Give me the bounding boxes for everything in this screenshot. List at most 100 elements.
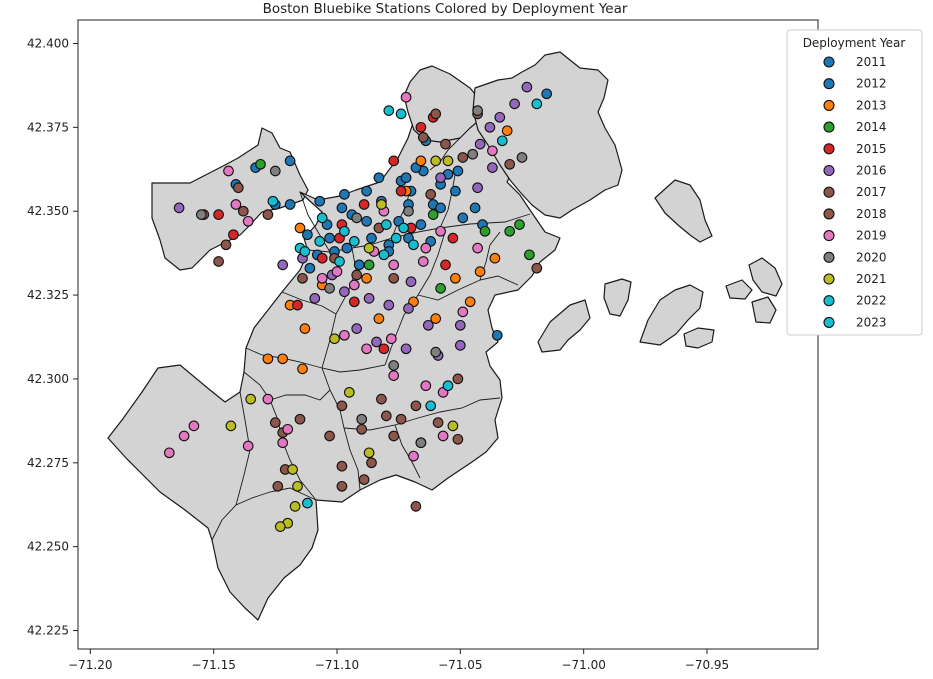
station-2015-13 (316, 252, 328, 264)
station-2015-15 (292, 299, 303, 311)
station-2015-1 (228, 229, 239, 241)
station-2023-6 (395, 108, 407, 120)
station-2012-11 (457, 212, 469, 224)
legend-marker-2021 (823, 273, 835, 285)
legend-marker-2013 (823, 99, 835, 111)
station-2022-6 (302, 497, 313, 509)
station-2013-11 (474, 266, 486, 277)
station-2012-2 (284, 199, 296, 210)
station-2016-20 (309, 293, 321, 304)
station-2018-12 (272, 480, 284, 492)
station-2013-9 (464, 296, 476, 308)
station-2016-1 (277, 259, 289, 271)
station-2022-10 (531, 98, 543, 110)
station-2011-18 (366, 232, 377, 244)
station-2012-6 (361, 185, 372, 197)
station-2017-13 (380, 410, 392, 422)
station-2016-2 (339, 286, 350, 298)
station-2015-8 (348, 296, 360, 308)
station-2019-27 (487, 145, 498, 157)
legend-marker-2011 (823, 56, 835, 68)
legend: Deployment Year 2011 2012 2013 2014 2015 2016… (786, 29, 923, 336)
station-2016-4 (383, 299, 395, 311)
station-2013-3 (297, 363, 308, 375)
legend-label-2017: 2017 (856, 185, 887, 199)
legend-marker-2014 (823, 121, 835, 133)
station-2022-1 (339, 225, 350, 237)
station-2012-17 (324, 232, 335, 244)
station-2019-15 (420, 242, 432, 254)
station-2021-13 (376, 199, 387, 210)
station-2021-14 (430, 155, 442, 167)
station-2017-5 (417, 132, 429, 143)
island-4 (603, 278, 632, 317)
station-2022-2 (380, 219, 392, 230)
station-2013-5 (373, 313, 385, 324)
station-2020-9 (516, 152, 528, 163)
station-2013-4 (361, 272, 372, 284)
station-2019-31 (437, 430, 449, 442)
station-2013-15 (294, 222, 306, 234)
x-tick-label: −71.00 (561, 658, 605, 672)
region-east-boston (472, 51, 623, 219)
station-2021-7 (343, 387, 355, 398)
legend-label-2015: 2015 (856, 142, 887, 156)
station-2017-22 (297, 272, 308, 284)
legend-marker-2022 (823, 295, 835, 307)
station-2022-9 (496, 135, 508, 147)
station-2012-18 (341, 242, 353, 254)
station-2016-13 (474, 138, 486, 150)
station-2020-2 (324, 283, 335, 294)
station-2021-1 (225, 420, 237, 432)
station-2012-20 (304, 262, 316, 274)
station-2019-8 (230, 199, 242, 210)
legend-marker-2017 (823, 186, 835, 198)
station-2019-1 (178, 430, 190, 442)
station-2019-25 (385, 333, 397, 345)
station-2013-17 (262, 353, 274, 365)
station-2017-21 (531, 262, 543, 274)
axes: −71.20 −71.15 −71.10 −71.05 −71.00 −70.95 42.2… (27, 36, 729, 672)
station-2017-17 (269, 417, 281, 428)
station-2019-5 (282, 423, 294, 435)
station-2014-6 (363, 259, 375, 271)
station-2022-4 (442, 380, 454, 392)
station-2019-18 (339, 329, 350, 341)
island-6 (725, 279, 753, 300)
station-2017-16 (294, 413, 306, 425)
station-2012-10 (435, 202, 446, 214)
station-2018-8 (410, 501, 422, 512)
station-2019-16 (472, 242, 483, 254)
station-2016-14 (484, 121, 496, 133)
station-2017-6 (440, 138, 451, 150)
x-tick-label: −71.10 (315, 658, 359, 672)
station-2016-16 (509, 98, 520, 110)
station-2012-13 (452, 165, 464, 177)
legend-label-2023: 2023 (856, 315, 887, 329)
station-2011-16 (469, 202, 481, 214)
station-2016-17 (472, 182, 483, 194)
station-2012-21 (541, 88, 553, 100)
stations-layer (163, 81, 553, 532)
station-2014-1 (479, 225, 491, 237)
station-2019-14 (435, 225, 446, 237)
station-2013-10 (489, 252, 501, 264)
station-2014-7 (524, 249, 535, 261)
station-2016-8 (351, 323, 363, 334)
station-2012-7 (373, 172, 385, 184)
station-2020-10 (351, 212, 363, 224)
station-2019-13 (417, 256, 429, 267)
legend-marker-2019 (823, 230, 835, 242)
station-2022-5 (425, 400, 437, 412)
station-2016-3 (363, 293, 375, 304)
station-2019-17 (457, 306, 469, 318)
station-2018-9 (395, 413, 407, 425)
y-tick-label: 42.350 (27, 204, 69, 218)
legend-label-2011: 2011 (856, 55, 887, 69)
station-2023-1 (334, 256, 345, 267)
island-5 (748, 257, 783, 297)
y-tick-label: 42.375 (27, 120, 69, 134)
station-2021-2 (287, 464, 298, 475)
station-2015-12 (440, 259, 451, 271)
island-8 (751, 296, 777, 324)
